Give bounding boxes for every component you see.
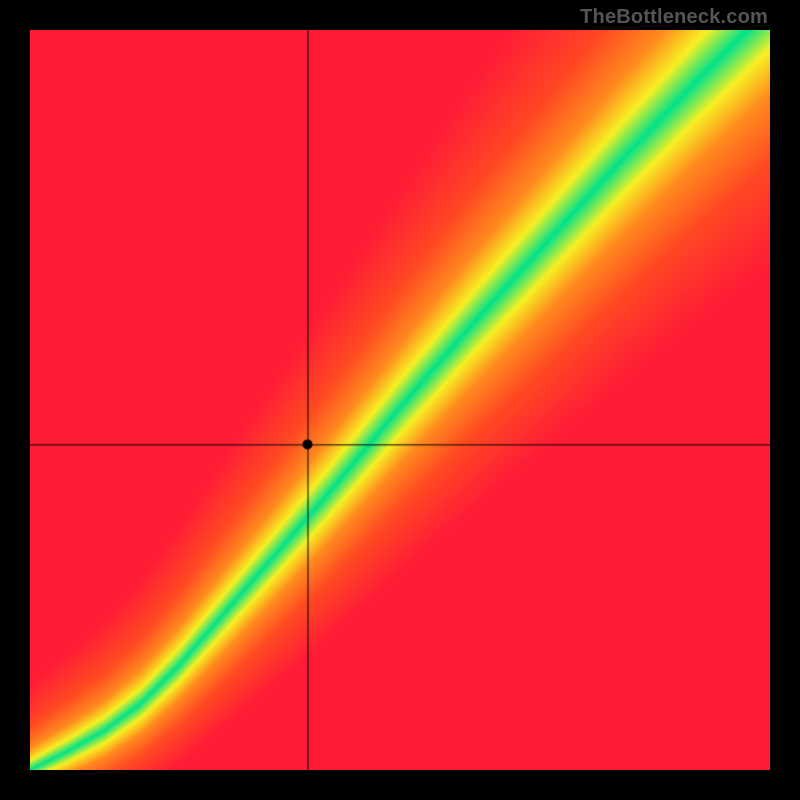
plot-area (30, 30, 770, 770)
bottleneck-heatmap (30, 30, 770, 770)
chart-frame: TheBottleneck.com (0, 0, 800, 800)
watermark-text: TheBottleneck.com (580, 6, 768, 29)
